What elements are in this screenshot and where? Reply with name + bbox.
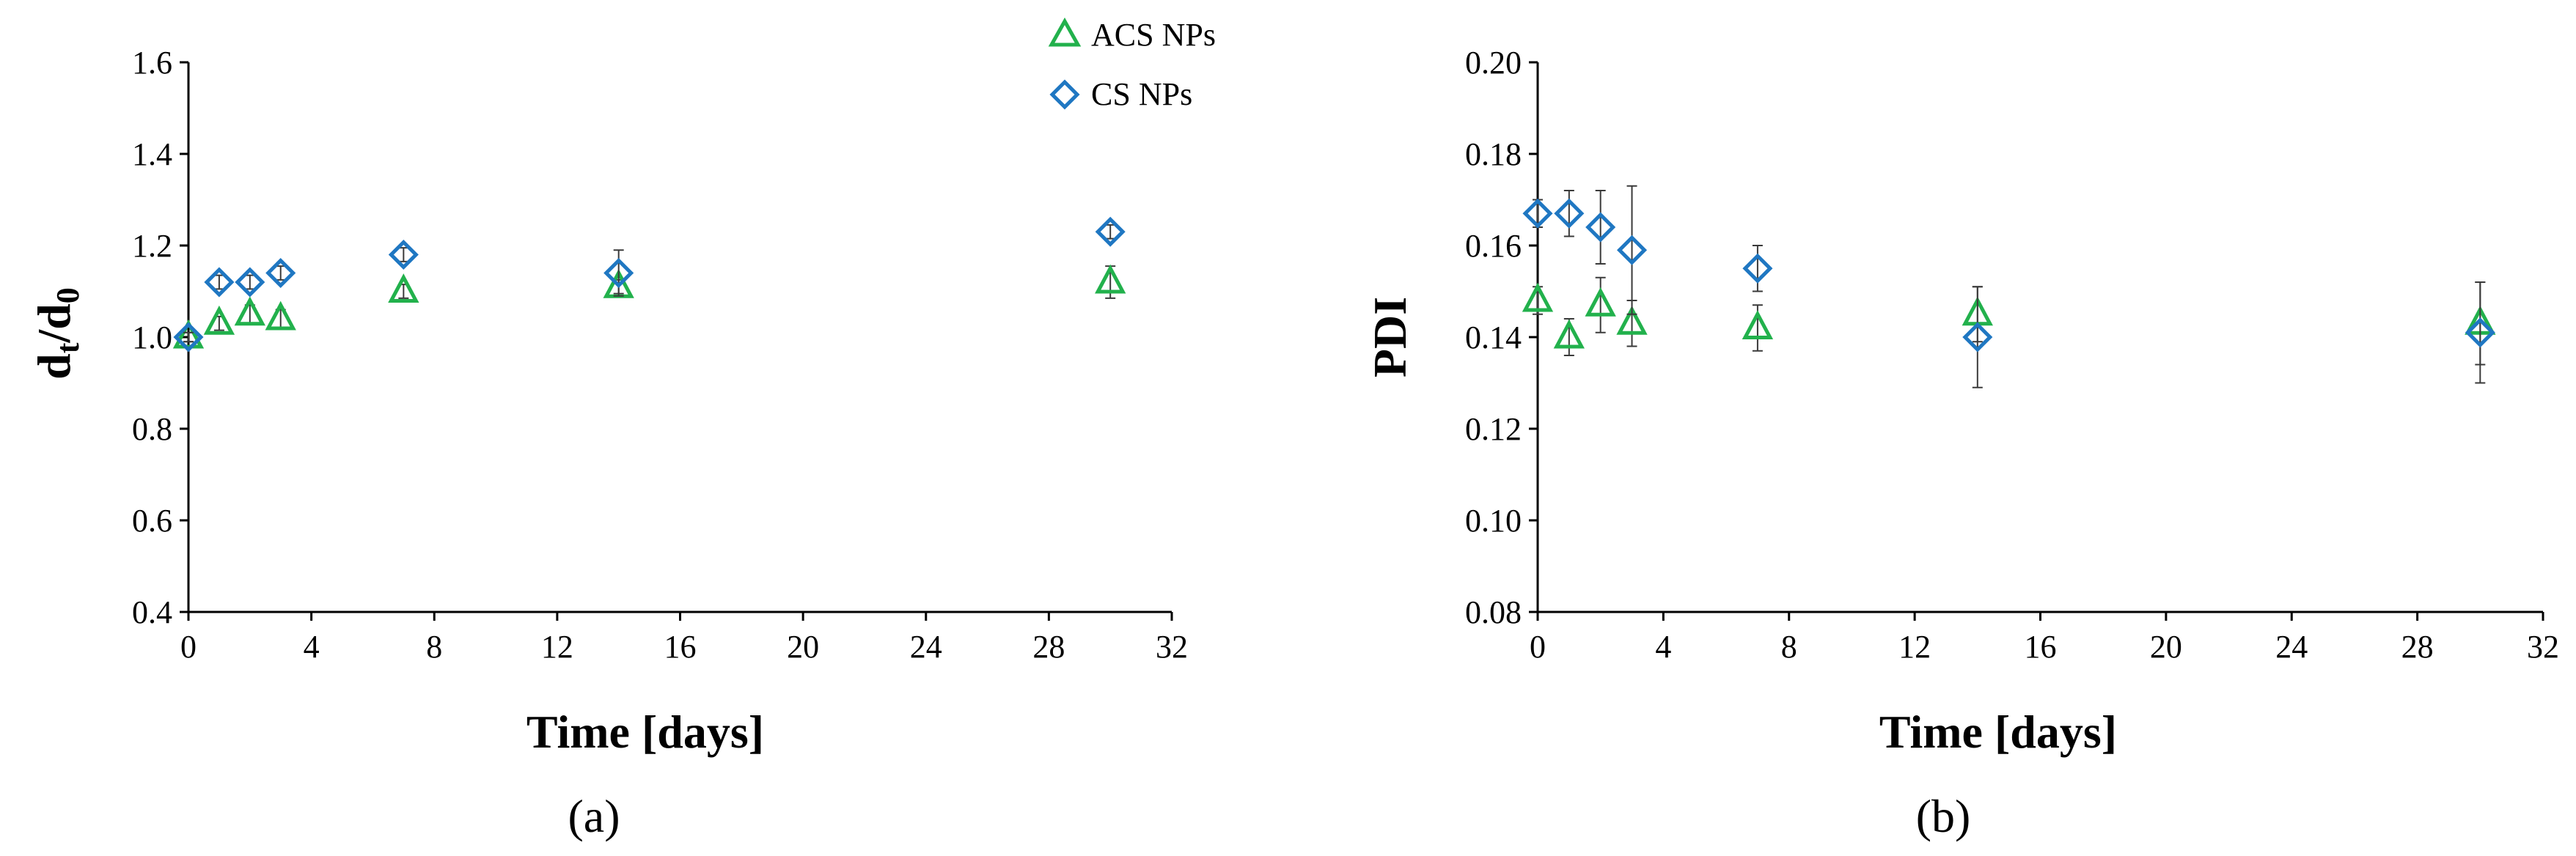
panel-a-x-tick-label: 0: [180, 629, 197, 665]
panel-a-point-acs: [265, 300, 296, 331]
panel-b-y-axis-title: PDI: [1364, 297, 1416, 377]
panel-b-chart: 0.08 0.10 0.12 0.14 0.16 0.18 0.20 0 4 8 12 16 20 24 2…: [1364, 45, 2559, 842]
panel-a-y-tick-label: 0.4: [132, 594, 172, 630]
panel-b-point-acs: [1742, 310, 1774, 339]
panel-a-x-tick-label: 8: [426, 629, 442, 665]
panel-a-point-cs: [388, 239, 419, 270]
panel-b-label: (b): [1916, 790, 1971, 842]
panel-a-x-tick-label: 4: [304, 629, 320, 665]
legend-label-acs: ACS NPs: [1091, 17, 1216, 53]
panel-b-x-axis-title: Time [days]: [1879, 706, 2117, 758]
panel-a-x-tick-label: 24: [910, 629, 942, 665]
panel-b-y-tick-label: 0.18: [1465, 136, 1522, 172]
panel-a-x-tick-label: 32: [1156, 629, 1188, 665]
legend-label-cs: CS NPs: [1091, 76, 1192, 112]
panel-b-x-tick-label: 28: [2401, 629, 2434, 665]
panel-b-point-cs: [1522, 198, 1553, 229]
panel-a-point-cs: [603, 257, 634, 289]
panel-a-point-cs: [265, 257, 296, 289]
panel-a-y-tick-label: 1.2: [132, 228, 172, 264]
panel-a-x-tick-label: 12: [541, 629, 573, 665]
panel-a-point-acs: [234, 296, 265, 326]
panel-b-point-cs: [1742, 253, 1773, 284]
panel-b-x-tick-label: 32: [2527, 629, 2559, 665]
legend: ACS NPs CS NPs: [1048, 17, 1216, 112]
panel-a-y-tick-label: 1.4: [132, 136, 172, 172]
panel-b-y-tick-label: 0.12: [1465, 411, 1522, 447]
panel-a-y-tick-label: 0.8: [132, 411, 172, 447]
panel-b-y-tick-label: 0.08: [1465, 594, 1522, 630]
panel-a-point-acs: [1095, 264, 1126, 294]
panel-b-point-cs: [1554, 198, 1585, 229]
panel-b-x-tick-label: 24: [2275, 629, 2308, 665]
legend-item-acs: ACS NPs: [1048, 17, 1216, 53]
panel-a-x-tick-label: 28: [1032, 629, 1065, 665]
panel-a-point-cs: [173, 322, 204, 353]
panel-a-y-tick-label: 1.6: [132, 45, 172, 81]
panel-a-point-cs: [1095, 216, 1126, 247]
panel-b-point-cs: [1616, 235, 1648, 265]
panel-a-point-acs: [388, 273, 419, 303]
panel-b-point-acs: [1585, 287, 1616, 317]
panel-b-y-tick-label: 0.16: [1465, 228, 1522, 264]
panel-a-chart: 0.4 0.6 0.8 1.0 1.2 1.4 1.6 0 4 8 12 16 20 24 28 32 Tim…: [28, 45, 1188, 842]
panel-b-x-tick-label: 12: [1898, 629, 1931, 665]
panel-b-point-acs: [1616, 305, 1648, 335]
panel-b-x-tick-label: 4: [1655, 629, 1671, 665]
panel-a-y-axis-sub-0: 0: [50, 287, 86, 303]
panel-a-point-cs: [235, 267, 265, 298]
panel-b-plot-area: 0.08 0.10 0.12 0.14 0.16 0.18 0.20 0 4 8 12 16 20 24 2…: [1465, 45, 2559, 665]
panel-b-y-tick-label: 0.14: [1465, 320, 1522, 355]
panel-b-point-cs: [1962, 322, 1993, 353]
panel-b-x-tick-label: 0: [1530, 629, 1546, 665]
panel-a-label: (a): [568, 790, 620, 842]
panel-a-y-axis-sub-t: t: [50, 342, 86, 353]
panel-a-x-tick-label: 16: [664, 629, 697, 665]
panel-b-y-tick-label: 0.20: [1465, 45, 1522, 81]
panel-a-point-acs: [203, 305, 235, 335]
legend-triangle-marker: [1048, 17, 1082, 47]
panel-a-x-axis-title: Time [days]: [526, 706, 764, 758]
panel-b-x-tick-label: 16: [2025, 629, 2057, 665]
panel-b-point-acs: [1553, 319, 1585, 349]
panel-b-x-tick-label: 8: [1781, 629, 1797, 665]
legend-item-cs: CS NPs: [1049, 76, 1192, 112]
panel-a-y-axis-title: dt/d0: [28, 287, 86, 380]
legend-diamond-marker: [1049, 79, 1080, 110]
panel-a-point-cs: [204, 267, 235, 298]
panel-b-point-cs: [2465, 317, 2495, 348]
panel-a-plot-area: 0.4 0.6 0.8 1.0 1.2 1.4 1.6 0 4 8 12 16 20 24 28 32: [132, 45, 1188, 665]
panel-a-x-tick-label: 20: [787, 629, 819, 665]
panel-a-point-acs: [172, 319, 205, 349]
panel-b-y-tick-label: 0.10: [1465, 503, 1522, 539]
panel-b-point-cs: [1585, 212, 1616, 243]
panel-a-y-tick-label: 1.0: [132, 320, 172, 355]
panel-b-point-acs: [1522, 282, 1554, 312]
panel-b-x-tick-label: 20: [2150, 629, 2182, 665]
panel-a-y-tick-label: 0.6: [132, 503, 172, 539]
